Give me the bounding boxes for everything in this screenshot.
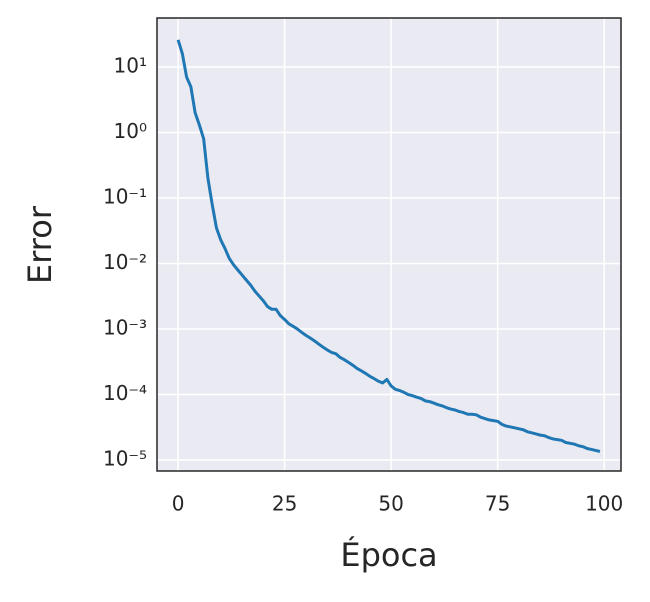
x-tick-label: 0: [172, 492, 185, 516]
y-tick-label: 10⁻⁴: [103, 381, 147, 405]
plot-area: [157, 18, 621, 471]
grid: [157, 18, 621, 471]
y-tick-label: 10⁻⁵: [103, 447, 147, 471]
y-tick-label: 10⁰: [114, 119, 147, 143]
x-tick-label: 50: [378, 492, 403, 516]
x-tick-label: 25: [272, 492, 297, 516]
y-tick-label: 10⁻³: [103, 316, 147, 340]
y-tick-label: 10¹: [114, 54, 147, 78]
y-tick-label: 10⁻¹: [103, 185, 147, 209]
x-axis-label: Época: [340, 536, 437, 574]
x-tick-label: 100: [585, 492, 623, 516]
marks: [176, 39, 601, 453]
y-axis-label: Error: [21, 205, 59, 284]
data-line: [176, 39, 601, 453]
frame: [156, 17, 622, 472]
y-tick-label: 10⁻²: [103, 250, 147, 274]
x-tick-label: 75: [485, 492, 510, 516]
